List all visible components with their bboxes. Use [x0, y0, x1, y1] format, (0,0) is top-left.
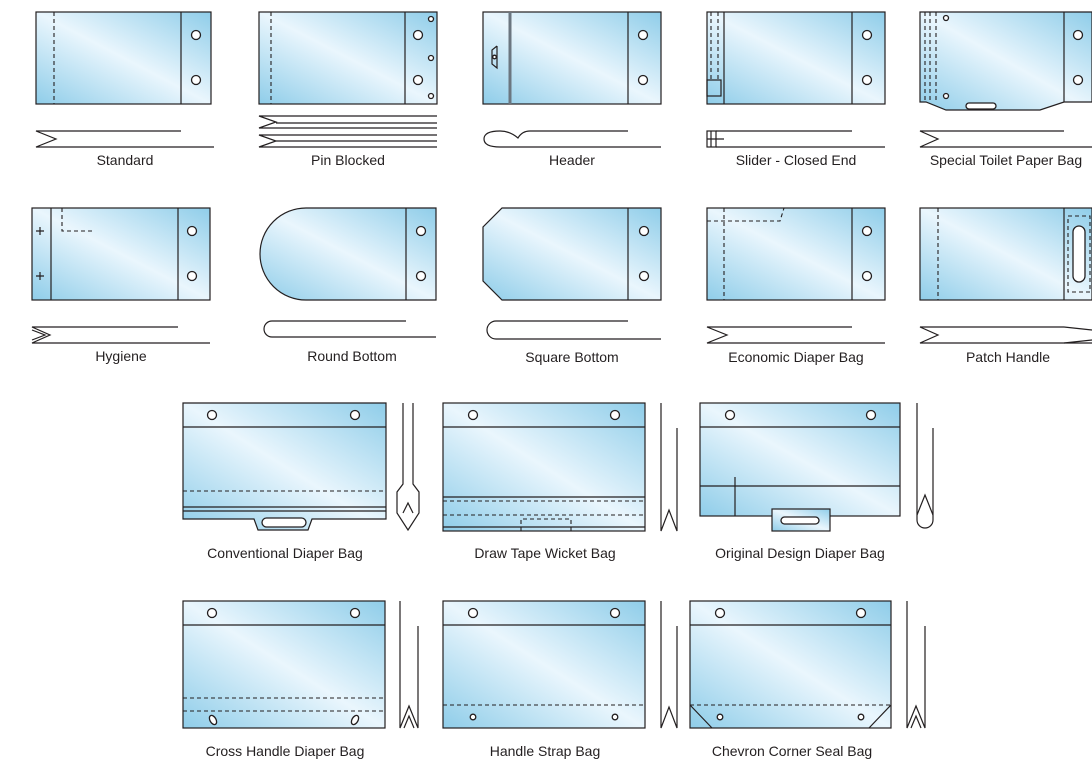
label-original-design-diaper-bag: Original Design Diaper Bag: [715, 545, 885, 561]
profile-draw-tape-wicket: [660, 403, 678, 532]
profile-header: [483, 130, 661, 148]
bag-round-bottom: [259, 207, 437, 301]
label-conventional-diaper-bag: Conventional Diaper Bag: [207, 545, 363, 561]
label-hygiene: Hygiene: [95, 348, 147, 364]
profile-handle-strap: [660, 601, 678, 729]
profile-standard: [35, 130, 214, 148]
bag-slider-closed-end: [706, 11, 886, 105]
label-handle-strap-bag: Handle Strap Bag: [490, 743, 601, 759]
profile-economic-diaper: [706, 326, 885, 344]
label-chevron-corner-seal-bag: Chevron Corner Seal Bag: [712, 743, 872, 759]
label-standard: Standard: [97, 152, 154, 168]
bag-header: [482, 11, 662, 105]
bag-original-design-diaper: [699, 402, 901, 532]
profile-hygiene: [31, 326, 210, 344]
profile-square-bottom: [486, 320, 661, 340]
label-economic-diaper-bag: Economic Diaper Bag: [728, 349, 863, 365]
bag-economic-diaper: [706, 207, 886, 301]
bag-patch-handle: [919, 207, 1092, 301]
label-patch-handle: Patch Handle: [966, 349, 1050, 365]
bag-special-toilet-paper: [919, 11, 1092, 111]
label-draw-tape-wicket-bag: Draw Tape Wicket Bag: [474, 545, 615, 561]
bag-cross-handle-diaper: [182, 600, 386, 729]
bag-draw-tape-wicket: [442, 402, 646, 532]
profile-slider-closed-end: [706, 130, 885, 148]
profile-round-bottom: [263, 320, 436, 338]
label-round-bottom: Round Bottom: [307, 348, 397, 364]
label-header: Header: [549, 152, 595, 168]
bag-hygiene: [31, 207, 211, 301]
label-slider-closed-end: Slider - Closed End: [736, 152, 857, 168]
profile-cross-handle-diaper: [399, 601, 419, 729]
bag-handle-strap: [442, 600, 646, 729]
profile-original-design-diaper: [916, 403, 934, 529]
label-cross-handle-diaper-bag: Cross Handle Diaper Bag: [206, 743, 365, 759]
label-special-toilet-paper-bag: Special Toilet Paper Bag: [930, 152, 1082, 168]
profile-chevron-corner-seal: [906, 601, 926, 729]
bag-conventional-diaper: [182, 402, 387, 531]
profile-pin-blocked: [258, 115, 437, 148]
bag-standard: [35, 11, 212, 105]
label-pin-blocked: Pin Blocked: [311, 152, 385, 168]
profile-special-toilet-paper: [919, 130, 1092, 148]
label-square-bottom: Square Bottom: [525, 349, 618, 365]
bag-pin-blocked: [258, 11, 438, 105]
profile-patch-handle: [919, 326, 1092, 344]
bag-square-bottom: [482, 207, 662, 301]
profile-conventional-diaper: [396, 403, 420, 532]
bag-chevron-corner-seal: [689, 600, 892, 729]
